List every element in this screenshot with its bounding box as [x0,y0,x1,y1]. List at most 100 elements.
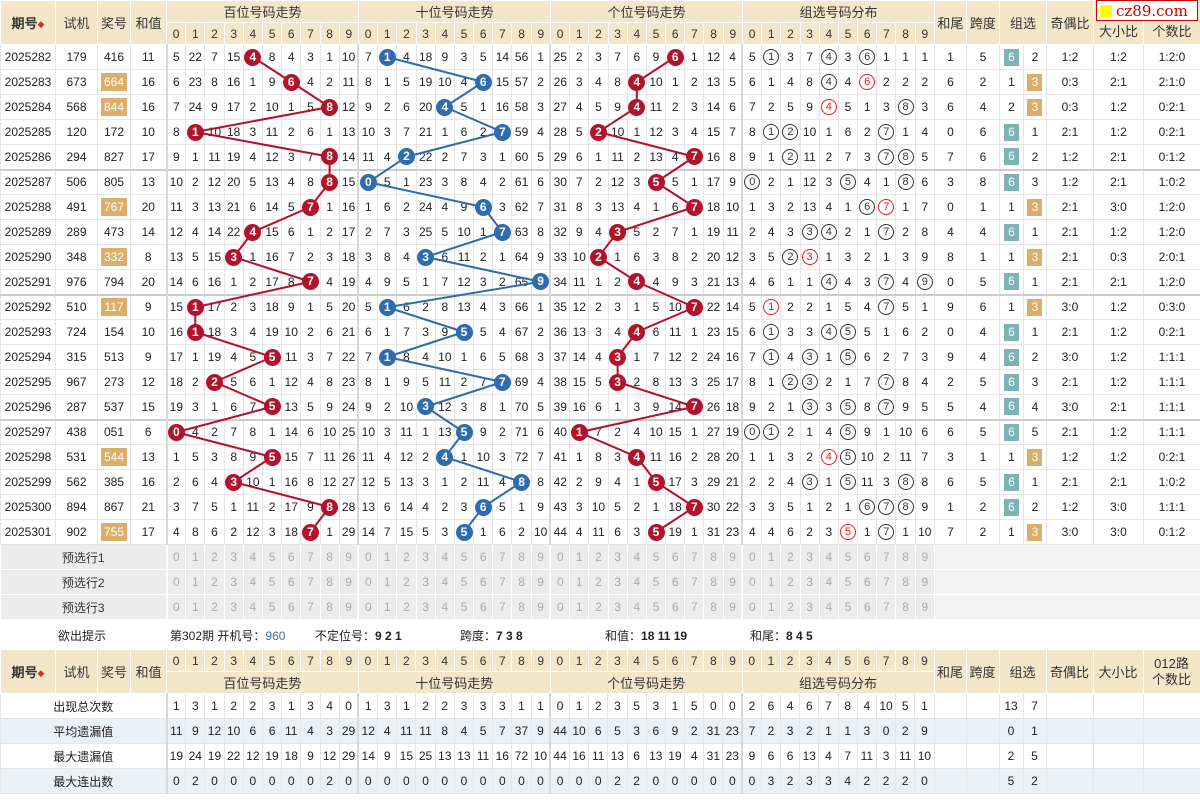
preselect-digit[interactable]: 8 [895,544,916,570]
preselect-digit[interactable]: 7 [300,569,321,595]
preselect-digit[interactable]: 0 [549,594,571,620]
preselect-digit[interactable]: 3 [607,594,628,620]
preselect-digit[interactable]: 5 [837,569,859,595]
preselect-digit[interactable]: 4 [626,569,647,595]
preselect-digit[interactable]: 9 [338,544,359,570]
preselect-digit[interactable]: 9 [530,569,551,595]
preselect-digit[interactable]: 6 [281,569,302,595]
preselect-digit[interactable]: 7 [492,594,513,620]
preselect-digit[interactable]: 0 [165,544,187,570]
preselect-digit[interactable]: 0 [357,569,379,595]
preselect-digit[interactable]: 3 [223,569,244,595]
preselect-digit[interactable]: 0 [357,594,379,620]
preselect-digit[interactable]: 7 [492,544,513,570]
preselect-digit[interactable]: 5 [645,544,667,570]
preselect-digit[interactable]: 2 [396,594,417,620]
preselect-digit[interactable]: 7 [684,569,705,595]
preselect-digit[interactable]: 0 [165,569,187,595]
preselect-digit[interactable]: 7 [876,594,897,620]
preselect-digit[interactable]: 4 [626,544,647,570]
preselect-digit[interactable]: 9 [914,569,935,595]
preselect-digit[interactable]: 2 [396,569,417,595]
preselect-digit[interactable]: 8 [511,594,532,620]
issue-header[interactable]: 期号◆ [0,649,56,694]
preselect-digit[interactable]: 0 [165,594,187,620]
preselect-digit[interactable]: 9 [530,594,551,620]
preselect-digit[interactable]: 9 [338,594,359,620]
preselect-digit[interactable]: 4 [626,594,647,620]
preselect-digit[interactable]: 5 [453,594,475,620]
preselect-digit[interactable]: 7 [684,544,705,570]
preselect-digit[interactable]: 8 [319,594,340,620]
preselect-digit[interactable]: 1 [761,544,782,570]
preselect-digit[interactable]: 5 [645,569,667,595]
preselect-digit[interactable]: 4 [818,544,839,570]
preselect-digit[interactable]: 6 [857,569,878,595]
preselect-digit[interactable]: 3 [415,594,436,620]
preselect-digit[interactable]: 3 [799,569,820,595]
preselect-digit[interactable]: 7 [300,544,321,570]
preselect-digit[interactable]: 0 [741,569,763,595]
preselect-digit[interactable]: 8 [319,544,340,570]
preselect-digit[interactable]: 3 [607,544,628,570]
preselect-digit[interactable]: 4 [434,594,455,620]
preselect-digit[interactable]: 1 [761,569,782,595]
issue-header[interactable]: 期号◆ [0,0,56,45]
preselect-digit[interactable]: 1 [569,569,590,595]
preselect-digit[interactable]: 9 [722,544,743,570]
preselect-digit[interactable]: 6 [665,544,686,570]
preselect-digit[interactable]: 7 [876,544,897,570]
preselect-digit[interactable]: 1 [569,544,590,570]
preselect-digit[interactable]: 2 [588,569,609,595]
sort-icon[interactable]: ◆ [37,668,45,679]
preselect-digit[interactable]: 6 [281,594,302,620]
preselect-digit[interactable]: 4 [434,544,455,570]
preselect-digit[interactable]: 3 [799,594,820,620]
preselect-digit[interactable]: 1 [185,569,206,595]
preselect-digit[interactable]: 9 [914,594,935,620]
preselect-digit[interactable]: 3 [415,569,436,595]
preselect-digit[interactable]: 8 [703,544,724,570]
preselect-digit[interactable]: 3 [223,544,244,570]
preselect-digit[interactable]: 8 [319,569,340,595]
preselect-digit[interactable]: 0 [741,594,763,620]
preselect-digit[interactable]: 5 [261,594,283,620]
preselect-digit[interactable]: 0 [549,544,571,570]
preselect-digit[interactable]: 1 [377,544,398,570]
preselect-digit[interactable]: 2 [780,544,801,570]
preselect-digit[interactable]: 2 [204,544,225,570]
preselect-digit[interactable]: 6 [665,594,686,620]
preselect-digit[interactable]: 6 [473,594,494,620]
preselect-digit[interactable]: 7 [492,569,513,595]
preselect-digit[interactable]: 3 [415,544,436,570]
preselect-digit[interactable]: 9 [722,594,743,620]
preselect-digit[interactable]: 2 [588,594,609,620]
preselect-digit[interactable]: 6 [857,594,878,620]
preselect-digit[interactable]: 4 [818,569,839,595]
preselect-digit[interactable]: 6 [665,569,686,595]
preselect-digit[interactable]: 8 [703,594,724,620]
preselect-digit[interactable]: 4 [242,569,263,595]
preselect-digit[interactable]: 0 [741,544,763,570]
preselect-digit[interactable]: 5 [837,544,859,570]
preselect-digit[interactable]: 8 [511,569,532,595]
preselect-digit[interactable]: 2 [204,594,225,620]
preselect-digit[interactable]: 7 [684,594,705,620]
preselect-digit[interactable]: 9 [722,569,743,595]
preselect-digit[interactable]: 2 [204,569,225,595]
preselect-digit[interactable]: 6 [473,569,494,595]
preselect-digit[interactable]: 6 [281,544,302,570]
preselect-digit[interactable]: 2 [588,544,609,570]
preselect-digit[interactable]: 1 [377,594,398,620]
preselect-digit[interactable]: 8 [895,594,916,620]
preselect-digit[interactable]: 9 [914,544,935,570]
preselect-digit[interactable]: 3 [223,594,244,620]
preselect-digit[interactable]: 9 [338,569,359,595]
preselect-digit[interactable]: 8 [511,544,532,570]
preselect-digit[interactable]: 0 [549,569,571,595]
preselect-digit[interactable]: 5 [261,569,283,595]
preselect-digit[interactable]: 7 [300,594,321,620]
sort-icon[interactable]: ◆ [37,19,45,30]
preselect-digit[interactable]: 6 [857,544,878,570]
site-logo[interactable]: cz89.com [1096,0,1198,21]
